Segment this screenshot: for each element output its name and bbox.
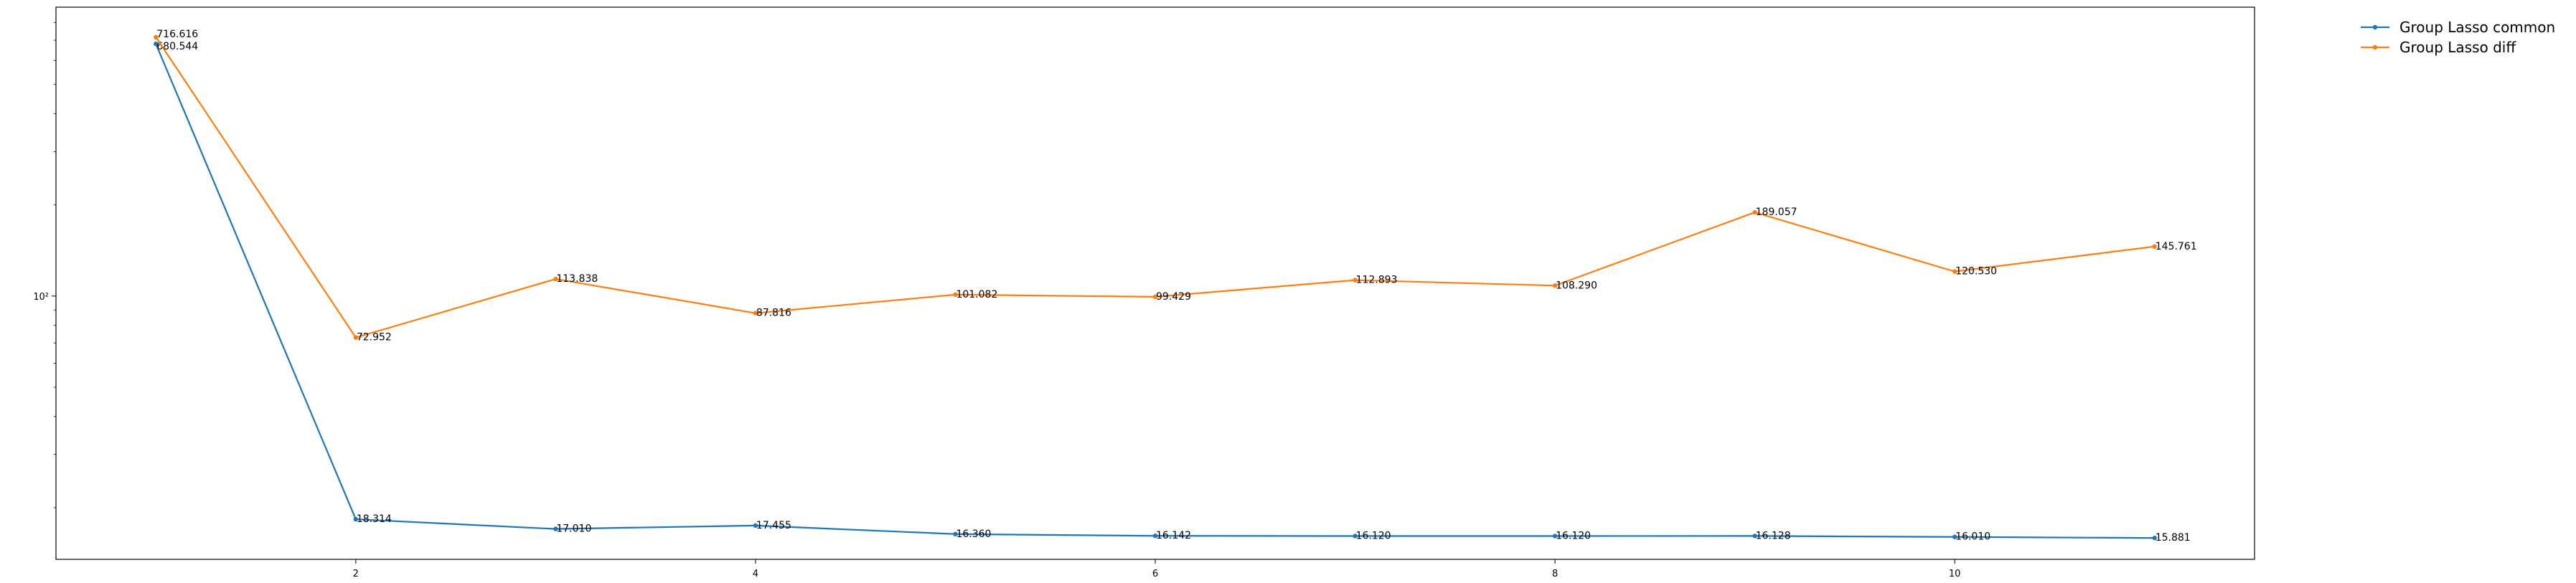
data-label: 16.120 bbox=[1356, 530, 1391, 541]
data-label: 112.893 bbox=[1356, 275, 1398, 286]
legend-label: Group Lasso common bbox=[2399, 19, 2555, 36]
legend-marker bbox=[2372, 24, 2378, 30]
data-point bbox=[1152, 534, 1158, 539]
data-label: 15.881 bbox=[2156, 532, 2191, 544]
data-label: 16.120 bbox=[1556, 530, 1591, 541]
data-point bbox=[353, 516, 359, 522]
data-point bbox=[553, 276, 558, 282]
data-label: 113.838 bbox=[556, 273, 598, 285]
data-point bbox=[1552, 283, 1558, 288]
data-label: 17.455 bbox=[756, 520, 791, 531]
data-label: 16.360 bbox=[956, 529, 991, 540]
data-label: 87.816 bbox=[756, 308, 791, 319]
data-point bbox=[1152, 294, 1158, 300]
data-point bbox=[1552, 534, 1558, 539]
data-point bbox=[953, 292, 958, 298]
data-point bbox=[2152, 536, 2157, 541]
data-label: 16.128 bbox=[1756, 530, 1791, 541]
data-label: 72.952 bbox=[357, 332, 392, 343]
data-point bbox=[1952, 269, 1957, 274]
data-label: 680.544 bbox=[156, 41, 198, 52]
data-point bbox=[1952, 534, 1957, 539]
data-label: 16.142 bbox=[1156, 530, 1191, 541]
data-point bbox=[1353, 278, 1358, 283]
data-point bbox=[1752, 534, 1757, 539]
data-label: 120.530 bbox=[1955, 266, 1997, 278]
y-tick-label: 10² bbox=[33, 292, 49, 303]
x-tick-label: 6 bbox=[1152, 569, 1158, 579]
plot-area: 2 4 6 8 10 10² 680.544 18.314 17.010 17.455 16.360… bbox=[33, 6, 2255, 579]
legend-label: Group Lasso diff bbox=[2399, 39, 2516, 56]
x-tick-label: 8 bbox=[1552, 569, 1558, 579]
x-tick-label: 10 bbox=[1949, 569, 1961, 579]
data-point bbox=[353, 335, 359, 340]
legend-marker bbox=[2372, 44, 2378, 50]
data-label: 189.057 bbox=[1756, 207, 1797, 218]
data-point bbox=[753, 311, 758, 316]
data-label: 18.314 bbox=[357, 513, 392, 525]
data-point bbox=[1752, 209, 1757, 215]
x-tick-label: 4 bbox=[753, 569, 758, 579]
data-label: 16.010 bbox=[1955, 531, 1990, 543]
data-point bbox=[2152, 244, 2157, 249]
data-point bbox=[953, 531, 958, 536]
data-point bbox=[1353, 534, 1358, 539]
data-point bbox=[553, 526, 558, 531]
x-tick-label: 2 bbox=[353, 569, 359, 579]
legend: Group Lasso common Group Lasso diff bbox=[2361, 19, 2555, 56]
data-label: 108.290 bbox=[1556, 280, 1597, 291]
data-label: 145.761 bbox=[2156, 241, 2197, 252]
data-label: 716.616 bbox=[156, 29, 198, 40]
data-point bbox=[154, 34, 159, 39]
data-point bbox=[753, 523, 758, 529]
data-label: 99.429 bbox=[1156, 291, 1191, 303]
data-point bbox=[154, 42, 159, 47]
data-label: 17.010 bbox=[556, 523, 591, 535]
data-label: 101.082 bbox=[956, 289, 997, 300]
